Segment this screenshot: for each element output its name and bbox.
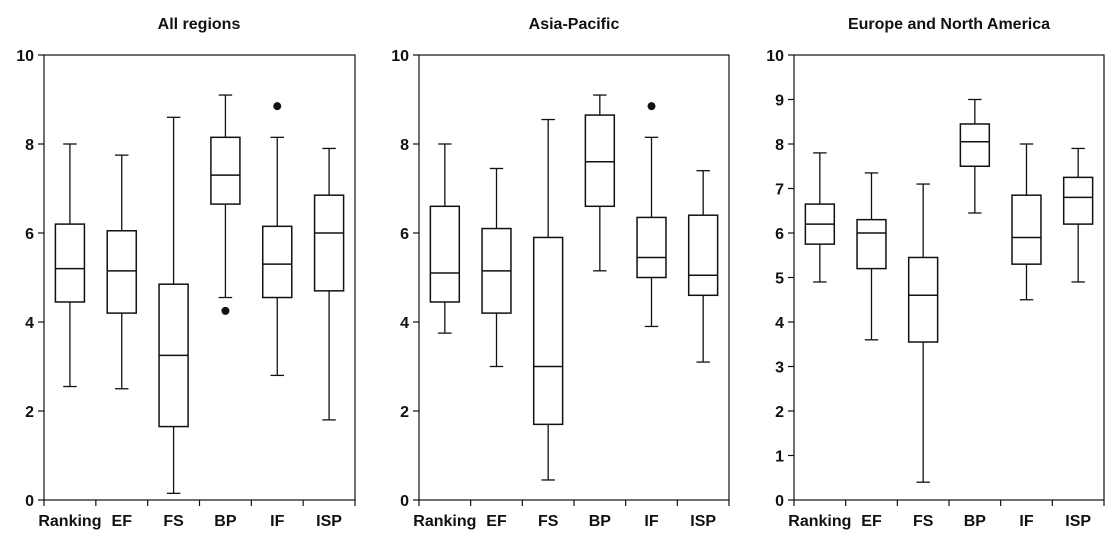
x-tick-label: Ranking <box>38 513 101 530</box>
x-tick-label: ISP <box>690 513 716 530</box>
plot-frame <box>793 54 1105 501</box>
x-tick-label: ISP <box>1065 513 1091 530</box>
x-tick-label: IF <box>1019 513 1033 530</box>
x-tick-label: FS <box>163 513 184 530</box>
x-tick-label: ISP <box>316 513 342 530</box>
y-tick-label: 8 <box>775 137 784 154</box>
box-iqr <box>1062 176 1094 225</box>
plot-frame <box>43 54 356 501</box>
y-tick-label: 6 <box>400 226 409 243</box>
y-tick-label: 10 <box>766 48 784 65</box>
y-tick-label: 3 <box>775 360 784 377</box>
box-iqr <box>313 194 345 292</box>
y-tick-label: 2 <box>400 404 409 421</box>
y-tick-label: 2 <box>25 404 34 421</box>
y-tick-label: 4 <box>775 315 784 332</box>
box-iqr <box>687 214 719 297</box>
chart-title: All regions <box>158 16 241 33</box>
x-tick-label: IF <box>644 513 658 530</box>
y-tick-label: 9 <box>775 93 784 110</box>
box-iqr <box>106 230 138 314</box>
chart-title: Europe and North America <box>848 16 1050 33</box>
y-tick-label: 5 <box>775 271 784 288</box>
outlier-point <box>221 306 230 315</box>
box-iqr <box>959 123 991 167</box>
outlier-point <box>273 102 282 111</box>
box-iqr <box>856 218 887 270</box>
box-iqr <box>54 223 86 303</box>
box-iqr <box>584 114 616 208</box>
x-tick-label: IF <box>270 513 284 530</box>
outlier-point <box>647 102 656 111</box>
x-tick-label: BP <box>589 513 612 530</box>
x-tick-label: FS <box>538 513 559 530</box>
box-iqr <box>907 256 939 343</box>
x-tick-label: EF <box>861 513 882 530</box>
box-iqr <box>1011 194 1042 265</box>
y-tick-label: 1 <box>775 449 784 466</box>
plot-frame <box>418 54 730 501</box>
y-tick-label: 10 <box>16 48 34 65</box>
y-tick-label: 4 <box>25 315 34 332</box>
y-tick-label: 8 <box>400 137 409 154</box>
x-tick-label: EF <box>486 513 507 530</box>
x-tick-label: FS <box>913 513 934 530</box>
box-iqr <box>429 205 461 303</box>
y-tick-label: 0 <box>400 493 409 510</box>
chart-title: Asia-Pacific <box>529 16 620 33</box>
y-tick-label: 4 <box>400 315 409 332</box>
box-iqr <box>261 225 293 299</box>
box-iqr <box>210 136 241 205</box>
y-tick-label: 7 <box>775 182 784 199</box>
box-iqr <box>636 216 667 279</box>
y-tick-label: 6 <box>25 226 34 243</box>
y-tick-label: 6 <box>775 226 784 243</box>
x-tick-label: BP <box>214 513 237 530</box>
x-tick-label: Ranking <box>788 513 851 530</box>
y-tick-label: 8 <box>25 137 34 154</box>
y-tick-label: 0 <box>775 493 784 510</box>
y-tick-label: 0 <box>25 493 34 510</box>
x-tick-label: Ranking <box>413 513 476 530</box>
x-tick-label: EF <box>112 513 133 530</box>
box-iqr <box>532 236 564 426</box>
y-tick-label: 10 <box>391 48 409 65</box>
x-tick-label: BP <box>964 513 987 530</box>
y-tick-label: 2 <box>775 404 784 421</box>
